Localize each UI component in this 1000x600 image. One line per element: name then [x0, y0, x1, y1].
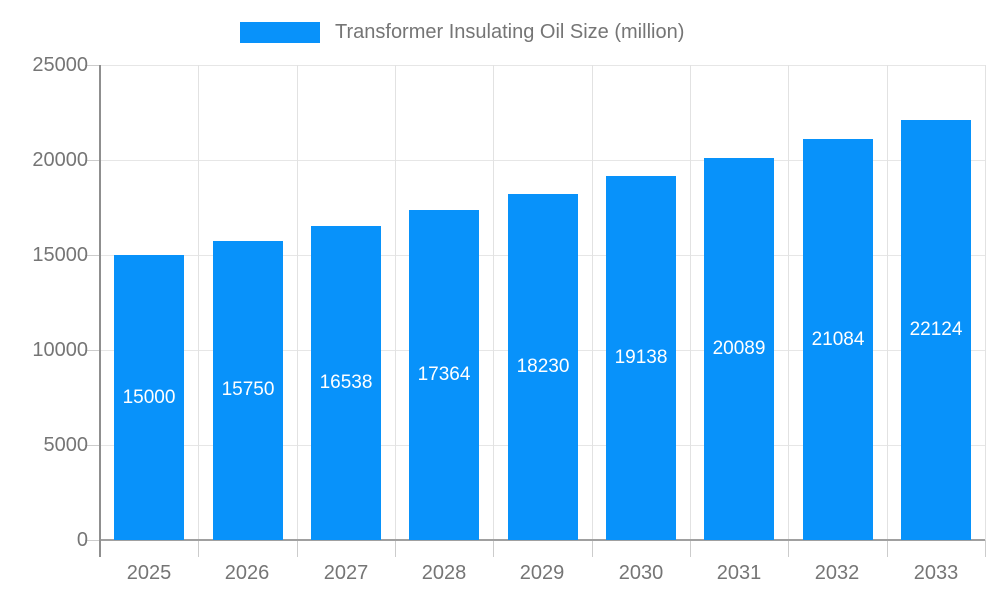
y-axis-tick — [85, 160, 100, 161]
vertical-gridline — [198, 65, 199, 540]
x-axis-label: 2032 — [814, 562, 860, 584]
y-axis-label: 10000 — [32, 339, 88, 361]
bar — [114, 255, 184, 540]
x-axis-label: 2027 — [323, 562, 369, 584]
x-axis-tick — [690, 540, 691, 557]
bar-value-label: 22124 — [909, 319, 963, 340]
bar — [508, 194, 578, 540]
horizontal-gridline — [100, 160, 985, 161]
x-axis-label: 2028 — [421, 562, 467, 584]
bar-value-label: 17364 — [417, 364, 471, 385]
bar-value-label: 16538 — [319, 372, 373, 393]
bar-value-label: 21084 — [811, 329, 865, 350]
x-axis-label: 2030 — [618, 562, 664, 584]
x-axis-label: 2031 — [716, 562, 762, 584]
y-axis-tick — [85, 445, 100, 446]
bar — [803, 139, 873, 540]
horizontal-gridline — [100, 65, 985, 66]
y-axis-tick — [85, 65, 100, 66]
bar — [311, 226, 381, 540]
bar — [704, 158, 774, 540]
bar — [213, 241, 283, 540]
x-axis-tick — [395, 540, 396, 557]
y-axis-label: 25000 — [32, 54, 88, 76]
bar-value-label: 19138 — [614, 347, 668, 368]
bar-value-label: 18230 — [516, 356, 570, 377]
x-axis-label: 2025 — [126, 562, 172, 584]
vertical-gridline — [592, 65, 593, 540]
bar — [409, 210, 479, 540]
bar-value-label: 15000 — [122, 387, 176, 408]
x-axis-label: 2033 — [913, 562, 959, 584]
bar-value-label: 15750 — [221, 379, 275, 400]
y-axis-tick — [85, 255, 100, 256]
bar — [901, 120, 971, 540]
bar — [606, 176, 676, 540]
vertical-gridline — [297, 65, 298, 540]
vertical-gridline — [887, 65, 888, 540]
y-axis-label: 0 — [76, 529, 88, 551]
bar-value-label: 20089 — [712, 338, 766, 359]
vertical-gridline — [493, 65, 494, 540]
x-axis-tick — [198, 540, 199, 557]
y-axis-label: 15000 — [32, 244, 88, 266]
x-axis-tick — [592, 540, 593, 557]
x-axis-line — [100, 539, 985, 541]
y-axis-line — [99, 65, 101, 557]
vertical-gridline — [985, 65, 986, 540]
x-axis-tick — [493, 540, 494, 557]
vertical-gridline — [788, 65, 789, 540]
x-axis-label: 2029 — [519, 562, 565, 584]
x-axis-label: 2026 — [224, 562, 270, 584]
legend-swatch-icon — [240, 22, 320, 43]
legend-label: Transformer Insulating Oil Size (million… — [335, 21, 685, 43]
x-axis-tick — [788, 540, 789, 557]
legend: Transformer Insulating Oil Size (million… — [0, 0, 1000, 50]
x-axis-tick — [297, 540, 298, 557]
vertical-gridline — [690, 65, 691, 540]
y-axis-tick — [85, 540, 100, 541]
y-axis-label: 20000 — [32, 149, 88, 171]
x-axis-tick — [985, 540, 986, 557]
x-axis-tick — [887, 540, 888, 557]
y-axis-tick — [85, 350, 100, 351]
y-axis-label: 5000 — [43, 434, 89, 456]
vertical-gridline — [395, 65, 396, 540]
